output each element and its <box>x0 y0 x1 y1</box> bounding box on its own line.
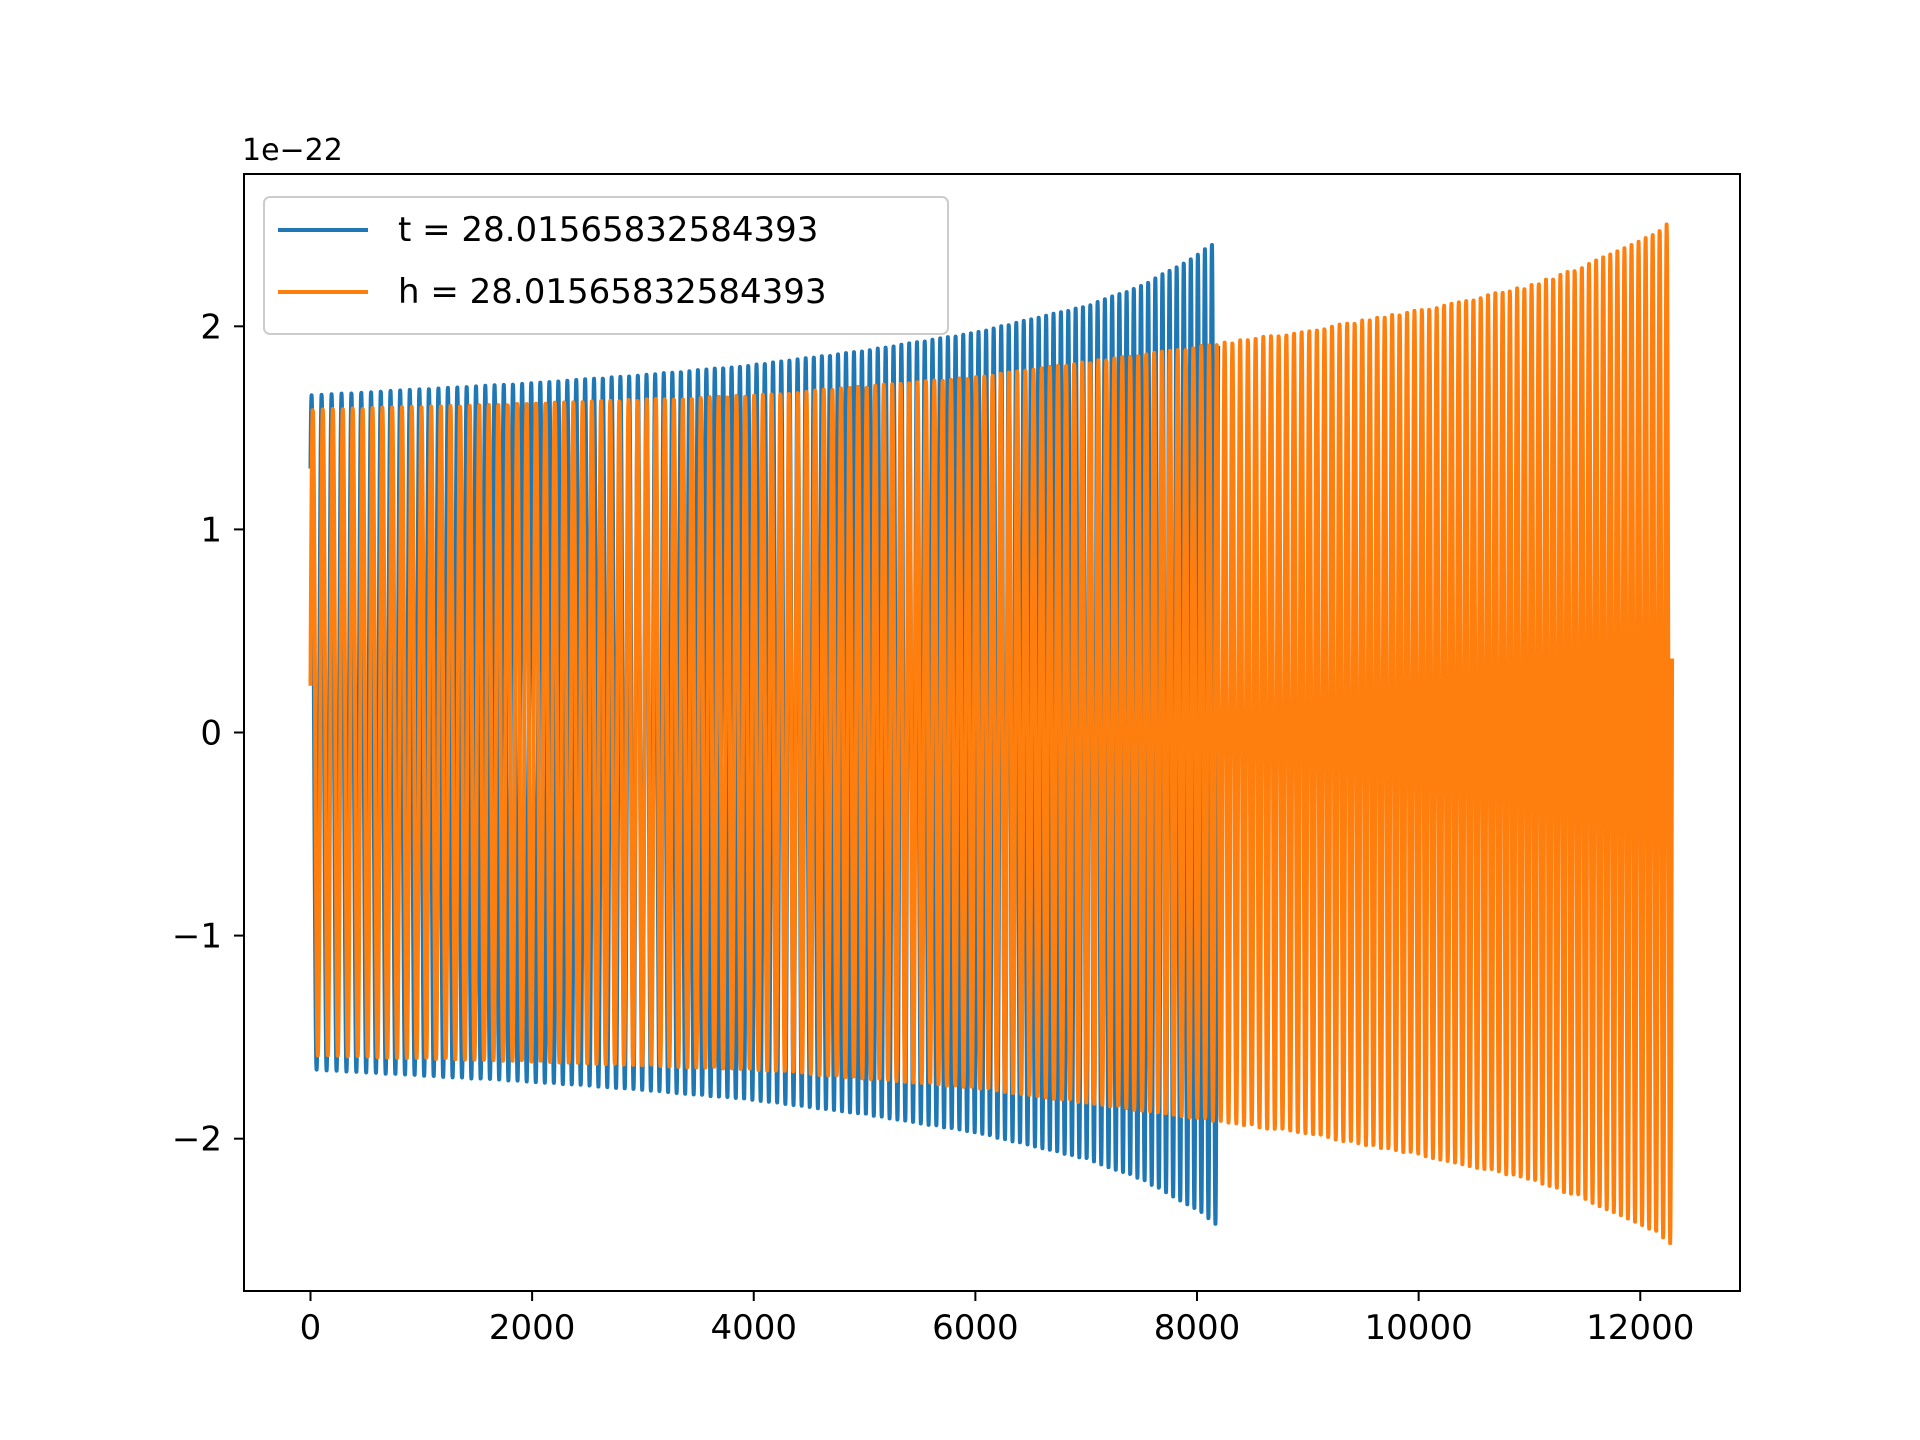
y-tick-label: 1 <box>200 510 222 550</box>
y-tick-label: −2 <box>172 1120 222 1160</box>
y-axis-offset-label: 1e−22 <box>242 133 343 168</box>
x-tick-label: 0 <box>300 1308 322 1348</box>
series-line-h <box>308 222 1675 1246</box>
legend-box <box>263 196 949 335</box>
y-tick-label: 0 <box>200 714 222 754</box>
x-axis: 0 2000 4000 6000 8000 10000 12000 <box>300 1291 1694 1348</box>
x-tick-label: 8000 <box>1154 1308 1241 1348</box>
y-tick-label: 2 <box>200 307 222 347</box>
legend: t = 28.01565832584393 h = 28.01565832584… <box>263 196 949 335</box>
x-tick-label: 2000 <box>489 1308 576 1348</box>
x-tick-label: 4000 <box>710 1308 797 1348</box>
plot-frame <box>243 173 1741 1292</box>
x-tick-label: 6000 <box>932 1308 1019 1348</box>
series-layer <box>308 222 1675 1246</box>
y-axis: −2 −1 0 1 2 <box>172 307 244 1160</box>
x-tick-label: 12000 <box>1586 1308 1694 1348</box>
legend-label-h: h = 28.01565832584393 <box>398 272 827 312</box>
legend-label-t: t = 28.01565832584393 <box>398 210 818 250</box>
y-tick-label: −1 <box>172 917 222 957</box>
x-tick-label: 10000 <box>1365 1308 1473 1348</box>
